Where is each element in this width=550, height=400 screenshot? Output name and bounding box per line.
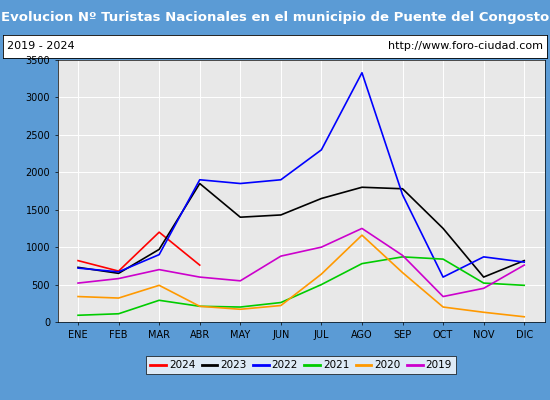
Legend: 2024, 2023, 2022, 2021, 2020, 2019: 2024, 2023, 2022, 2021, 2020, 2019: [146, 356, 456, 374]
Text: Evolucion Nº Turistas Nacionales en el municipio de Puente del Congosto: Evolucion Nº Turistas Nacionales en el m…: [1, 10, 549, 24]
Text: 2019 - 2024: 2019 - 2024: [7, 41, 75, 51]
Text: http://www.foro-ciudad.com: http://www.foro-ciudad.com: [388, 41, 543, 51]
